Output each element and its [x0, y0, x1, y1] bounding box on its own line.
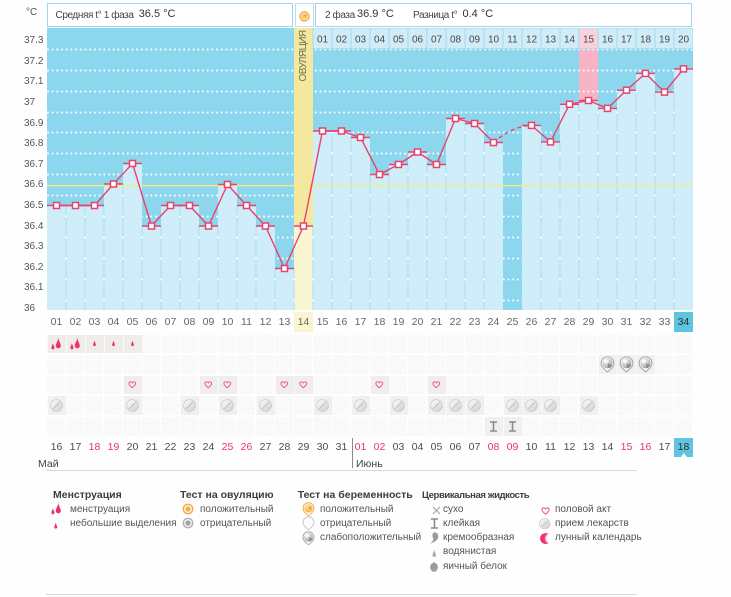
- svg-text:12: 12: [526, 35, 538, 46]
- svg-text:15: 15: [583, 35, 595, 46]
- svg-text:07: 07: [431, 35, 443, 46]
- svg-text:17: 17: [621, 35, 633, 46]
- svg-text:03: 03: [355, 35, 367, 46]
- svg-text:05: 05: [393, 35, 405, 46]
- svg-text:08: 08: [450, 35, 462, 46]
- svg-text:09: 09: [469, 35, 481, 46]
- svg-text:16: 16: [602, 35, 614, 46]
- svg-text:19: 19: [659, 35, 671, 46]
- svg-text:04: 04: [374, 35, 386, 46]
- svg-text:18: 18: [640, 35, 652, 46]
- svg-text:13: 13: [545, 35, 557, 46]
- svg-text:01: 01: [317, 35, 329, 46]
- svg-text:20: 20: [678, 35, 690, 46]
- svg-text:10: 10: [488, 35, 500, 46]
- svg-text:02: 02: [336, 35, 348, 46]
- svg-text:14: 14: [564, 35, 576, 46]
- svg-text:06: 06: [412, 35, 424, 46]
- svg-text:11: 11: [507, 35, 518, 46]
